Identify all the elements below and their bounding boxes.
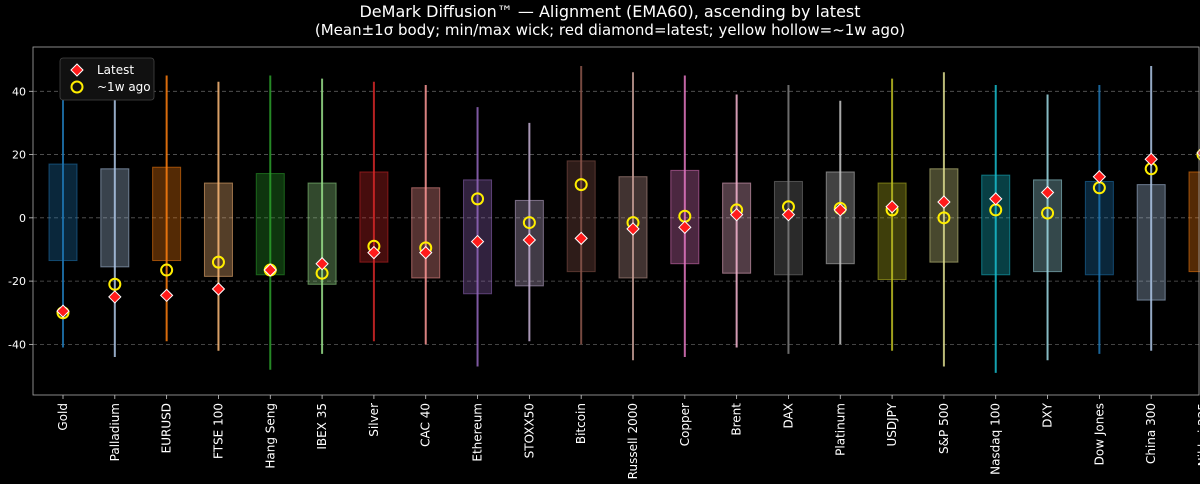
series-group-silver (360, 82, 388, 341)
series-group-dow-jones (1085, 85, 1113, 354)
x-tick-label: EURUSD (160, 403, 174, 453)
series-group-brent (723, 94, 751, 347)
mean-sd-body (101, 169, 129, 267)
x-tick-label: CAC 40 (419, 403, 433, 447)
series-group-china-300 (1137, 66, 1165, 351)
series-group-cac-40 (412, 85, 440, 344)
x-tick-label: USDJPY (885, 402, 899, 446)
mean-sd-body (204, 183, 232, 276)
x-tick-label: Palladium (108, 403, 122, 461)
mean-sd-body (930, 169, 958, 262)
series-group-dax (774, 85, 802, 354)
axes: -40 -20 0 20 40 Gold Palladium EURUSD FTSE 100 Ha… (8, 85, 1200, 479)
x-tick-label: China 300 (1144, 403, 1158, 464)
mean-sd-body (567, 161, 595, 272)
y-tick-label: 40 (12, 85, 26, 98)
plot-area (49, 66, 1200, 379)
y-tick-label: 0 (19, 212, 26, 225)
mean-sd-body (1137, 185, 1165, 300)
series-group-russell-2000 (619, 72, 647, 360)
x-tick-label: Brent (730, 403, 744, 436)
series-group-s-p-500 (930, 72, 958, 366)
mean-sd-body (723, 183, 751, 273)
x-tick-label: DAX (781, 403, 795, 428)
x-tick-label: Bitcoin (574, 403, 588, 444)
latest-marker (1145, 153, 1157, 165)
x-tick-label: Copper (678, 403, 692, 446)
x-tick-label: STOXX50 (522, 403, 536, 458)
series-group-nikkei-225 (1189, 85, 1200, 379)
series-group-usdjpy (878, 79, 906, 351)
y-tick-label: -40 (8, 338, 26, 351)
series-group-platinum (826, 101, 854, 345)
series-group-hang-seng (256, 75, 284, 369)
x-tick-label: Ethereum (471, 403, 485, 462)
legend-week-ago-label: ~1w ago (97, 80, 151, 94)
mean-sd-body (982, 175, 1010, 275)
series-group-dxy (1034, 94, 1062, 360)
latest-marker (212, 283, 224, 295)
y-tick-label: 20 (12, 149, 26, 162)
x-tick-label: Russell 2000 (626, 403, 640, 479)
x-tick-label: Platinum (833, 403, 847, 456)
series-group-ftse-100 (204, 82, 232, 351)
x-tick-label: DXY (1041, 402, 1055, 427)
mean-sd-body (878, 183, 906, 279)
mean-sd-body (671, 170, 699, 263)
series-group-eurusd (153, 75, 181, 341)
x-tick-label: Gold (56, 403, 70, 431)
series-group-copper (671, 75, 699, 357)
series-group-ibex-35 (308, 79, 336, 354)
mean-sd-body (1189, 172, 1200, 272)
latest-marker (109, 291, 121, 303)
x-tick-label: Hang Seng (263, 403, 277, 469)
x-tick-label: Nikkei 225 (1196, 403, 1200, 466)
x-tick-label: S&P 500 (937, 403, 951, 454)
mean-sd-body (1085, 181, 1113, 274)
series-group-nasdaq-100 (982, 85, 1010, 373)
series-group-ethereum (464, 107, 492, 366)
series-group-gold (49, 79, 77, 348)
x-tick-label: FTSE 100 (211, 403, 225, 459)
mean-sd-body (153, 167, 181, 260)
chart-title: DeMark Diffusion™ — Alignment (EMA60), a… (359, 2, 860, 21)
x-tick-label: Dow Jones (1092, 403, 1106, 465)
series-group-stoxx50 (515, 123, 543, 341)
legend-latest-label: Latest (97, 63, 134, 77)
y-tick-label: -20 (8, 275, 26, 288)
mean-sd-body (826, 172, 854, 264)
x-tick-label: Nasdaq 100 (989, 403, 1003, 475)
mean-sd-body (49, 164, 77, 260)
chart-subtitle: (Mean±1σ body; min/max wick; red diamond… (315, 21, 905, 39)
x-tick-label: IBEX 35 (315, 403, 329, 450)
x-tick-label: Silver (367, 403, 381, 437)
latest-marker (161, 289, 173, 301)
legend: Latest ~1w ago (60, 58, 154, 100)
mean-sd-body (412, 188, 440, 278)
latest-marker (1093, 171, 1105, 183)
mean-sd-body (256, 174, 284, 275)
series-group-palladium (101, 79, 129, 357)
series-group-bitcoin (567, 66, 595, 344)
mean-sd-body (774, 181, 802, 274)
